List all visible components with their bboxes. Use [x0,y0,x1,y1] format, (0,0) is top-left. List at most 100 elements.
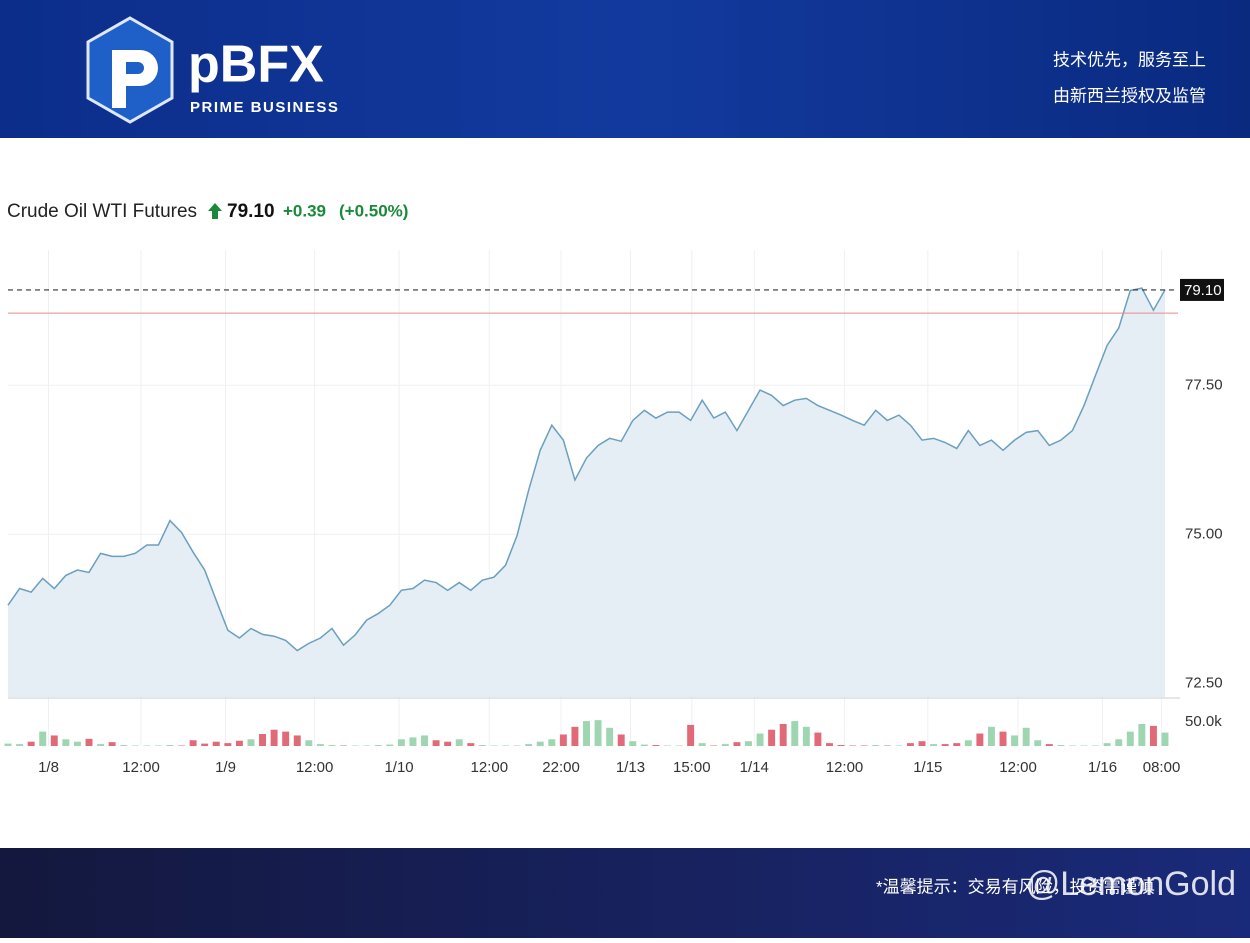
volume-bar [386,745,393,746]
volume-bar [687,725,694,746]
x-tick-label: 1/15 [913,759,942,776]
volume-bar [768,730,775,746]
volume-bar [398,739,405,746]
volume-bar [328,745,335,746]
x-tick-label: 12:00 [122,759,160,776]
volume-bar [699,743,706,746]
volume-bar [826,743,833,746]
volume-bar [733,742,740,746]
x-tick-label: 22:00 [542,759,580,776]
volume-bar [548,739,555,746]
up-arrow [208,203,222,219]
volume-bar [5,744,12,746]
volume-bar [965,740,972,746]
volume-bar [919,741,926,746]
x-tick-label: 1/8 [38,759,59,776]
slogan: 由新西兰授权及监管 [1053,86,1206,105]
volume-bar [1046,744,1053,746]
volume-bar [1057,745,1064,746]
volume-bar [120,745,127,746]
x-tick-label: 1/9 [215,759,236,776]
volume-bar [236,741,243,746]
volume-bar [271,730,278,746]
x-tick-label: 1/16 [1088,759,1117,776]
volume-bar [537,742,544,746]
volume-bar [1162,733,1169,746]
x-tick-label: 12:00 [826,759,864,776]
volume-bar [109,742,116,746]
change-pct: (+0.50%) [339,201,408,220]
volume-bar [814,733,821,746]
volume-bar [745,741,752,746]
volume-bar [872,745,879,746]
x-tick-label: 08:00 [1143,759,1181,776]
volume-bar [988,727,995,746]
y-tick-label: 75.00 [1185,525,1223,542]
volume-bar [571,727,578,746]
volume-bar [282,732,289,746]
volume-bar [780,724,787,746]
volume-bar [838,745,845,746]
x-tick-label: 12:00 [471,759,509,776]
x-tick-label: 15:00 [673,759,711,776]
volume-bar [1115,739,1122,746]
volume-bar [1000,732,1007,746]
volume-bar [39,732,46,746]
brand-tagline: PRIME BUSINESS [190,99,339,116]
volume-bar [479,745,486,746]
volume-bar [433,740,440,746]
last-price-label: 79.10 [1184,282,1222,299]
volume-bar [1127,732,1134,746]
volume-bar [28,742,35,746]
volume-bar [375,745,382,746]
volume-bar [583,721,590,746]
volume-bar [953,743,960,746]
y-tick-label: 77.50 [1185,376,1223,393]
volume-bar [641,745,648,746]
volume-bar [190,740,197,746]
volume-bar [247,739,254,746]
volume-bar [1011,735,1018,746]
volume-tick-label: 50.0k [1185,713,1222,730]
chart-title: Crude Oil WTI Futures [7,201,197,222]
volume-bar [294,735,301,746]
watermark: @LemonGold [1026,865,1236,903]
volume-bar [86,739,93,746]
change: +0.39 [283,201,326,220]
volume-bar [97,744,104,746]
volume-bar [942,744,949,746]
volume-bar [722,744,729,746]
volume-bar [757,734,764,746]
volume-bar [259,734,266,746]
volume-bar [444,742,451,746]
volume-bar [51,735,58,746]
volume-bar [421,735,428,746]
volume-bar [16,744,23,746]
volume-bar [930,744,937,746]
volume-bar [467,743,474,746]
volume-bar [618,735,625,747]
volume-bar [595,720,602,746]
volume-bar [1150,726,1157,746]
volume-bar [456,739,463,746]
volume-bar [1034,740,1041,746]
volume-bar [409,737,416,746]
volume-bar [791,721,798,746]
brand-name: pBFX [188,36,324,94]
x-tick-label: 12:00 [999,759,1037,776]
volume-bar [1104,743,1111,746]
volume-bar [213,742,220,746]
volume-bar [652,745,659,746]
volume-bar [317,744,324,746]
volume-bar [976,734,983,746]
volume-bar [74,742,81,746]
volume-bar [167,745,174,746]
volume-bar [907,743,914,746]
y-tick-label: 72.50 [1185,674,1223,691]
logo-icon [88,18,172,122]
x-tick-label: 12:00 [296,759,334,776]
volume-bar [62,739,69,746]
